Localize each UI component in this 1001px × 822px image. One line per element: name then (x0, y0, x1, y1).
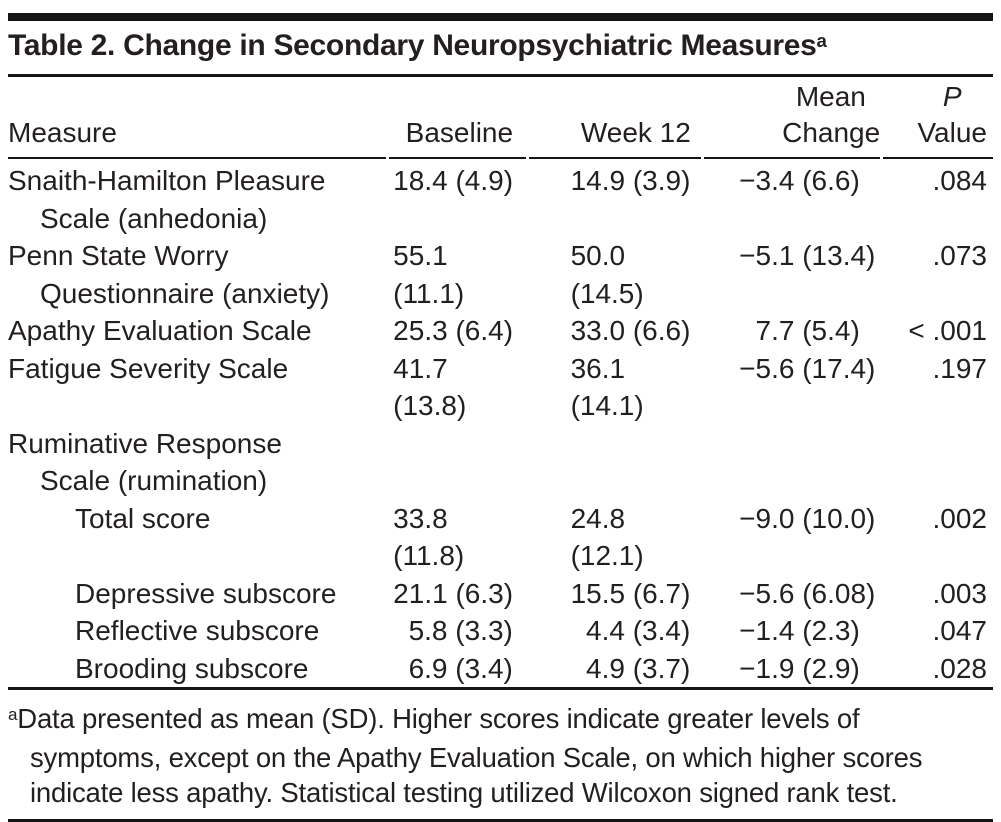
baseline-value: 33.8 (11.8) (393, 502, 465, 572)
top-rule (8, 13, 993, 21)
table-header: Measure Baseline Week 12 Mean Change P V… (8, 77, 993, 159)
baseline-value (389, 425, 525, 500)
table-footnote: aData presented as mean (SD). Higher sco… (8, 687, 993, 822)
measure-name: Total score (75, 502, 211, 534)
measure-name-cont: Scale (anhedonia) (40, 202, 268, 234)
table-row-snaith-hamilton: Snaith-Hamilton Pleasure Scale (anhedoni… (8, 159, 993, 237)
col-header-mean-change-line2: Change (782, 117, 881, 148)
measure-name: Snaith-Hamilton Pleasure (8, 165, 326, 196)
measure-cell: Fatigue Severity Scale (8, 350, 386, 425)
measure-cell: Snaith-Hamilton Pleasure Scale (anhedoni… (8, 159, 386, 237)
measure-name: Ruminative Response (8, 427, 282, 459)
baseline-value: 21.1 (6.3) (393, 577, 514, 609)
measure-cell: Total score (8, 500, 386, 575)
measure-name: Brooding subscore (75, 652, 309, 684)
week12-value: 33.0 (6.6) (570, 315, 691, 346)
p-value: .003 (932, 577, 988, 609)
week12-value: 50.0 (14.5) (570, 240, 644, 309)
table-row-apathy-evaluation: Apathy Evaluation Scale 25.3 (6.4) 33.0 … (8, 312, 993, 350)
measures-table: Measure Baseline Week 12 Mean Change P V… (5, 77, 996, 687)
week12-value: 4.9 (3.7) (585, 652, 691, 684)
measure-cell: Penn State Worry Questionnaire (anxiety) (8, 237, 386, 312)
mean-change-value (704, 425, 880, 500)
measure-name: Depressive subscore (75, 577, 337, 609)
table-row-total-score: Total score 33.8 (11.8) 24.8 (12.1) −9.0… (8, 500, 993, 575)
table-row-fatigue-severity: Fatigue Severity Scale 41.7 (13.8) 36.1 … (8, 350, 993, 425)
p-value: < .001 (908, 315, 987, 346)
col-header-baseline: Baseline (389, 77, 526, 159)
col-header-p-line1: P (942, 81, 962, 112)
mean-change-value: 7.7 (5.4) (755, 315, 860, 346)
measure-cell: Apathy Evaluation Scale (8, 312, 386, 350)
baseline-value: 6.9 (3.4) (408, 652, 513, 684)
p-value: .073 (932, 240, 988, 271)
title-footnote-marker: a (816, 29, 827, 51)
footnote-text: Data presented as mean (SD). Higher scor… (17, 703, 923, 808)
measure-name: Apathy Evaluation Scale (8, 315, 312, 346)
footnote-marker: a (8, 705, 18, 725)
table-row-penn-state-worry: Penn State Worry Questionnaire (anxiety)… (8, 237, 993, 312)
mean-change-value: −5.6 (6.08) (739, 577, 876, 609)
table-body: Snaith-Hamilton Pleasure Scale (anhedoni… (8, 159, 993, 687)
measure-cell: Ruminative Response Scale (rumination) (8, 425, 386, 500)
measure-cell: Depressive subscore (8, 575, 386, 613)
table-row-ruminative-response: Ruminative Response Scale (rumination) (8, 425, 993, 500)
measure-cell: Reflective subscore (8, 612, 386, 650)
week12-value: 14.9 (3.9) (570, 165, 691, 196)
table-title: Table 2. Change in Secondary Neuropsychi… (8, 21, 993, 77)
table-title-text: Table 2. Change in Secondary Neuropsychi… (8, 29, 817, 62)
header-row: Measure Baseline Week 12 Mean Change P V… (8, 77, 993, 159)
table-row-depressive-subscore: Depressive subscore 21.1 (6.3) 15.5 (6.7… (8, 575, 993, 613)
measure-name: Reflective subscore (75, 615, 320, 646)
baseline-value: 55.1 (11.1) (393, 240, 465, 309)
mean-change-value: −9.0 (10.0) (739, 502, 876, 534)
week12-value: 15.5 (6.7) (570, 577, 691, 609)
col-header-measure: Measure (8, 77, 387, 159)
p-value: .084 (932, 165, 988, 196)
week12-value (529, 425, 702, 500)
measure-name-cont: Questionnaire (anxiety) (40, 277, 330, 309)
p-value: .197 (932, 352, 988, 384)
col-header-mean-change-line1: Mean (795, 81, 866, 112)
p-value: .028 (932, 652, 988, 684)
mean-change-value: −5.1 (13.4) (739, 240, 876, 271)
week12-value: 36.1 (14.1) (570, 352, 644, 422)
baseline-value: 41.7 (13.8) (393, 352, 467, 422)
p-value (883, 425, 993, 500)
mean-change-value: −1.4 (2.3) (739, 615, 860, 646)
measure-name-cont: Scale (rumination) (40, 465, 268, 496)
baseline-value: 5.8 (3.3) (408, 615, 513, 646)
p-value: .002 (932, 502, 988, 534)
mean-change-value: −3.4 (6.6) (739, 165, 860, 196)
col-header-p-line2: Value (917, 117, 987, 148)
baseline-value: 25.3 (6.4) (393, 315, 514, 346)
p-value: .047 (932, 615, 988, 646)
col-header-week12: Week 12 (528, 77, 702, 159)
mean-change-value: −1.9 (2.9) (739, 652, 860, 684)
week12-value: 4.4 (3.4) (585, 615, 691, 646)
col-header-mean-change: Mean Change (704, 77, 880, 159)
table-row-brooding-subscore: Brooding subscore 6.9 (3.4) 4.9 (3.7) −1… (8, 650, 993, 688)
col-header-p-value: P Value (882, 77, 993, 159)
week12-value: 24.8 (12.1) (570, 502, 644, 572)
table-row-reflective-subscore: Reflective subscore 5.8 (3.3) 4.4 (3.4) … (8, 612, 993, 650)
measure-name: Penn State Worry (8, 240, 229, 271)
measure-name: Fatigue Severity Scale (8, 352, 289, 384)
baseline-value: 18.4 (4.9) (393, 165, 514, 196)
journal-table-page: Table 2. Change in Secondary Neuropsychi… (5, 13, 996, 822)
mean-change-value: −5.6 (17.4) (739, 352, 876, 384)
measure-cell: Brooding subscore (8, 650, 386, 688)
